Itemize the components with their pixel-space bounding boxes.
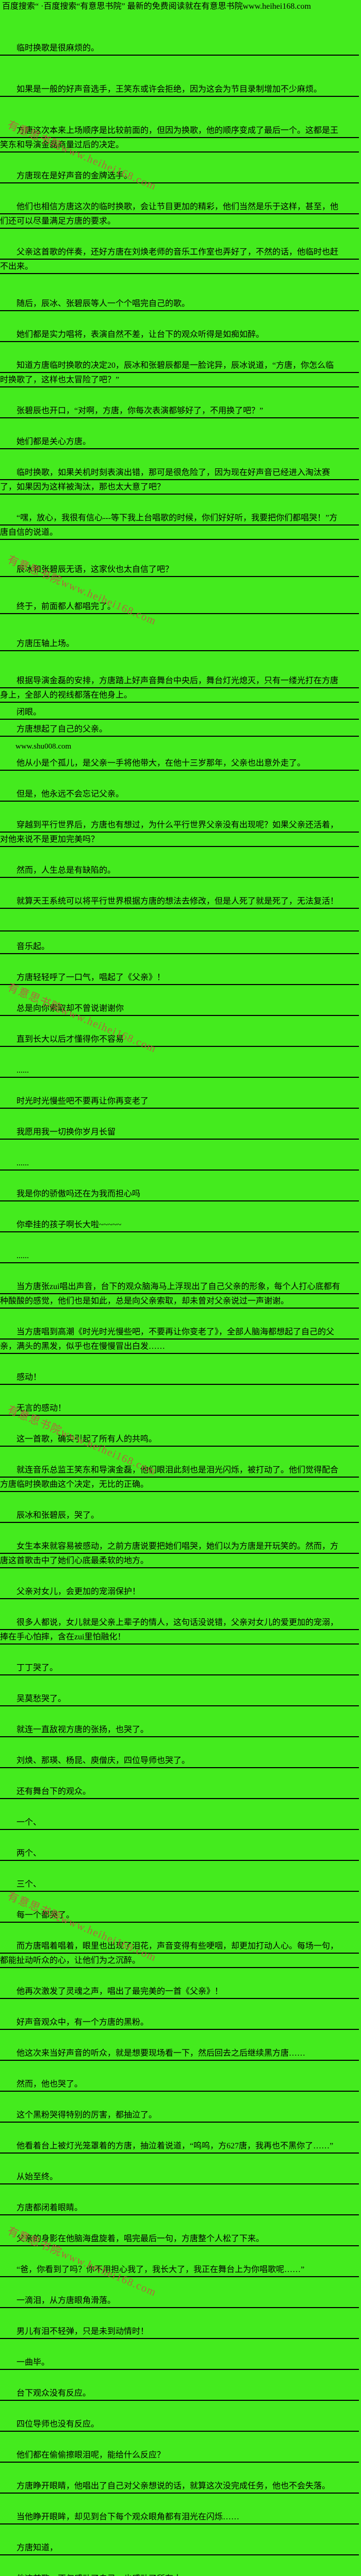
novel-paragraph: 好声音观众中，有一个方唐的黑粉。 <box>0 2015 359 2030</box>
novel-paragraph: www.shu008.com <box>15 742 72 751</box>
novel-paragraph: 他们都在偷偷擦眼泪呢，能给什么反应？ <box>0 2448 359 2463</box>
novel-paragraph: 当方唐唱到高潮《时光时光慢些吧，不要再让你变老了》，全部人脑海都想起了自己的父亲… <box>0 1325 359 1354</box>
novel-paragraph: 但是，他永远不会忘记父亲。 <box>0 787 359 802</box>
novel-paragraph: 方唐压轴上场。 <box>0 637 359 651</box>
novel-paragraph: 总是向你索取却不曾说谢谢你 <box>0 1002 359 1016</box>
novel-paragraph: 当方唐张zui唱出声音，台下的观众脑海马上浮现出了自己父亲的形象，每个人打心底都… <box>0 1280 359 1309</box>
novel-paragraph: 时光时光慢些吧不要再让你再变老了 <box>0 1094 359 1109</box>
novel-paragraph: 就连一直敌视方唐的张扬，也哭了。 <box>0 1723 359 1737</box>
novel-paragraph: 方唐想起了自己的父亲。 <box>0 722 359 737</box>
novel-paragraph: 知道方唐临时换歌的决定20，辰冰和张碧辰都是一脸诧异，辰冰说道，“方唐，你怎么临… <box>0 359 359 387</box>
novel-paragraph: 你牵挂的孩子啊长大啦~~~~~ <box>0 1218 359 1232</box>
novel-paragraph: 他看着台上被灯光笼罩着的方唐，抽泣着说道，“呜呜，方627唐，我再也不黑你了……… <box>0 2139 359 2154</box>
promo-header: 百度搜索“ ·百度搜索“有意思书院” 最新的免费阅读就在有意思书院www.hei… <box>2 2 311 11</box>
novel-paragraph: 每一个都哭了。 <box>0 1908 359 1923</box>
novel-paragraph: 方唐轻轻呼了一口气，唱起了《父亲》！ <box>0 971 359 985</box>
novel-paragraph: ...... <box>0 1063 359 1078</box>
novel-paragraph: 父亲的身影在他脑海盘旋着，唱完最后一句，方唐整个人松了下来。 <box>0 2232 359 2246</box>
novel-paragraph: 他从小是个孤儿，是父亲一手将他带大，在他十三岁那年，父亲也出意外走了。 <box>0 756 359 771</box>
novel-paragraph: 他再次激发了灵魂之声，唱出了最完美的一首《父亲》！ <box>0 1985 359 1999</box>
novel-paragraph: 一滴泪，从方唐眼角滑落。 <box>0 2294 359 2308</box>
novel-paragraph: 吴莫愁哭了。 <box>0 1692 359 1706</box>
novel-paragraph: “嘿，放心，我很有信心---等下我上台唱歌的时候，你们好好听，我要把你们都唱哭！… <box>0 511 359 540</box>
novel-paragraph: 父亲对女儿，会更加的宠溺保护！ <box>0 1585 359 1599</box>
novel-paragraph: 而方唐唱着唱着，眼里也出现了泪花，声音变得有些哽咽，却更加打动人心。每场一句，都… <box>0 1939 359 1968</box>
novel-paragraph: 一曲毕。 <box>0 2355 359 2370</box>
novel-paragraph: 张碧辰也开口，“对啊，方唐，你每次表演都够好了，不用换了吧？” <box>0 404 359 418</box>
novel-paragraph: 方唐这次本来上场顺序是比较前面的，但因为换歌，他的顺序变成了最后一个。这都是王笑… <box>0 124 359 152</box>
novel-text: 临时换歌是很麻烦的。 如果是一般的好声音选手，王笑东或许会拒绝，因为这会为节目录制… <box>0 41 359 2576</box>
novel-paragraph: 丁丁哭了。 <box>0 1661 359 1675</box>
novel-paragraph: 穿越到平行世界后，方唐也有想过，为什么平行世界父亲没有出现呢？如果父亲还活着，对… <box>0 818 359 847</box>
novel-paragraph: 一个、 <box>0 1816 359 1830</box>
novel-paragraph <box>0 917 359 931</box>
novel-paragraph: 直到长大以后才懂得你不容易 <box>0 1032 359 1047</box>
novel-paragraph: 方唐睁开眼睛，他唱出了自己对父亲想说的话，就算这次没完成任务，他也不会失落。 <box>0 2479 359 2494</box>
novel-paragraph: 女生本来就容易被感动，之前方唐说要把她们唱哭，她们以为方唐是开玩笑的。然而，方唐… <box>0 1539 359 1568</box>
novel-paragraph: 台下观众没有反应。 <box>0 2386 359 2401</box>
novel-paragraph: 方唐知道， <box>0 2541 359 2555</box>
novel-paragraph: 他这次来当好声音的听众，就是想要现场看一下，然后回去之后继续黑方唐…… <box>0 2046 359 2061</box>
novel-paragraph: 音乐起。 <box>0 940 359 954</box>
novel-paragraph: 然而，他也哭了。 <box>0 2077 359 2092</box>
novel-paragraph: 终于，前面都人都唱完了。 <box>0 600 359 614</box>
novel-paragraph: 无言的感动！ <box>0 1401 359 1416</box>
novel-paragraph: 方唐现在是好声音的金牌选手。 <box>0 169 359 183</box>
novel-paragraph: 就算天王系统可以将平行世界根据方唐的想法去修改，但是人死了就是死了，无法复活！ <box>0 894 359 909</box>
novel-paragraph: 两个、 <box>0 1846 359 1861</box>
novel-paragraph: 就连音乐总监王笑东和导演金磊，他们眼泪此刻也是泪光闪烁，被打动了。他们觉得配合方… <box>0 1463 359 1492</box>
novel-paragraph: ...... <box>0 1156 359 1171</box>
novel-paragraph: 当他睁开眼眸，却见到台下每个观众眼角都有泪光在闪烁…… <box>0 2510 359 2524</box>
novel-paragraph: 然而，人生总是有缺陷的。 <box>0 863 359 878</box>
novel-paragraph: 临时换歌是很麻烦的。 <box>0 41 359 56</box>
novel-paragraph: 还有舞台下的观众。 <box>0 1785 359 1799</box>
novel-paragraph: 方唐都闭着眼睛。 <box>0 2201 359 2215</box>
novel-paragraph: 我愿用我一切换你岁月长留 <box>0 1125 359 1140</box>
novel-paragraph: 她们都是实力唱将，表演自然不差，让台下的观众听得是如痴如醉。 <box>0 328 359 342</box>
novel-paragraph: 辰冰和张碧辰无语，这家伙也太自信了吧？ <box>0 563 359 577</box>
novel-paragraph: 我是你的骄傲吗还在为我而担心吗 <box>0 1187 359 1201</box>
novel-paragraph: 随后，辰冰、张碧辰等人一个个唱完自己的歌。 <box>0 297 359 311</box>
novel-paragraph: 感动！ <box>0 1370 359 1385</box>
novel-paragraph: 辰冰和张碧辰，哭了。 <box>0 1509 359 1523</box>
novel-paragraph: 这一首歌，确实引起了所有人的共鸣。 <box>0 1432 359 1447</box>
novel-paragraph: 这个黑粉哭得特别的厉害，都抽泣了。 <box>0 2108 359 2123</box>
novel-paragraph: 父亲这首歌的伴奏，还好方唐在刘焕老师的音乐工作室也弄好了，不然的话，他临时也赶不… <box>0 245 359 274</box>
novel-paragraph: 根据导演金磊的安排，方唐踏上好声音舞台中央后，舞台灯光熄灭，只有一缕光打在方唐身… <box>0 674 359 703</box>
novel-paragraph: 男儿有泪不轻弹，只是未到动情时！ <box>0 2325 359 2339</box>
novel-paragraph: 他们也相信方唐这次的临时换歌，会让节目更加的精彩，他们当然是乐于这样，甚至，他们… <box>0 200 359 229</box>
novel-paragraph: 从始至终。 <box>0 2170 359 2184</box>
novel-paragraph: 她们都是关心方唐。 <box>0 435 359 449</box>
novel-paragraph: 闭眼。 <box>0 705 359 720</box>
novel-paragraph: 临时换歌，如果关机时刻表演出错，那可是很危险了，因为现在好声音已经进入淘汰赛了，… <box>0 466 359 495</box>
novel-paragraph: ...... <box>0 1249 359 1263</box>
novel-paragraph: 四位导师也没有反应。 <box>0 2417 359 2432</box>
novel-paragraph: “爸，你看到了吗？你不用担心我了，我长大了，我正在舞台上为你唱歌呢……” <box>0 2263 359 2277</box>
novel-paragraph: 如果是一般的好声音选手，王笑东或许会拒绝，因为这会为节目录制增加不少麻烦。 <box>0 82 359 97</box>
novel-paragraph: 很多人都说，女儿就是父亲上辈子的情人，这句话没说错，父亲对女儿的爱更加的宠溺，捧… <box>0 1616 359 1645</box>
novel-paragraph: 他这首歌，不仅感动了自己，也感动了所有人。 <box>0 2572 359 2576</box>
novel-paragraph: 刘焕、那瑛、杨昆、庾僧庆，四位导师也哭了。 <box>0 1754 359 1768</box>
novel-paragraph: 三个、 <box>0 1877 359 1892</box>
